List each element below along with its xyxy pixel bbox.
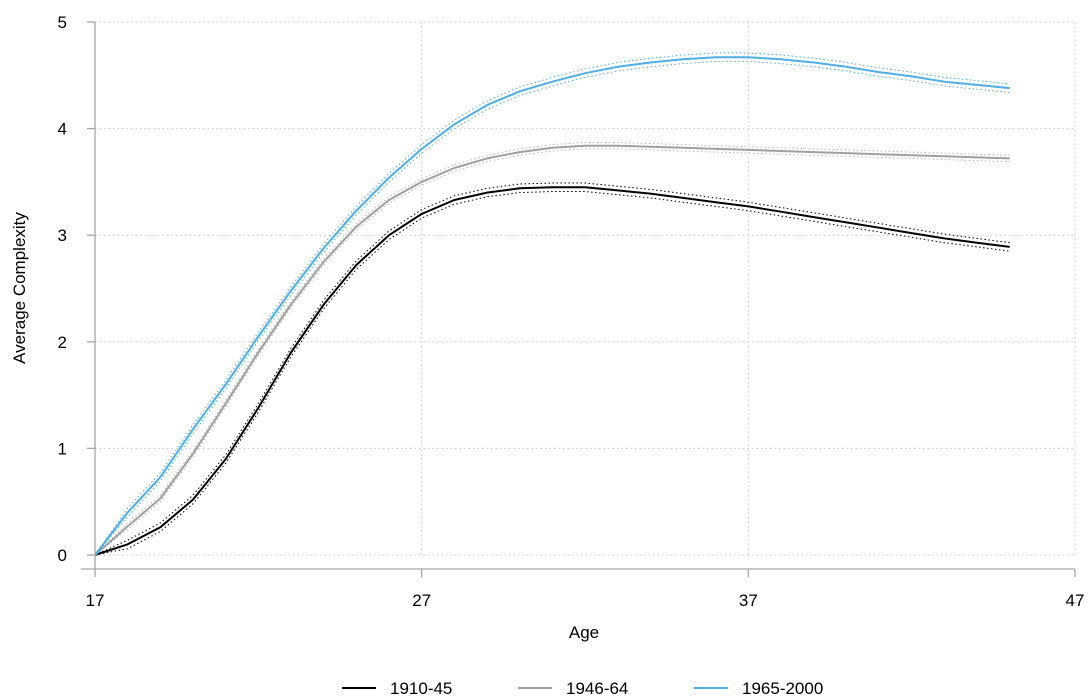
- y-tick-label: 2: [58, 333, 67, 352]
- ci-upper-1965-2000: [94, 52, 1010, 556]
- ci-upper-1946-64: [94, 142, 1010, 556]
- x-tick-label: 47: [1066, 591, 1085, 610]
- series-lines: [94, 56, 1010, 556]
- legend-label-1946-64: 1946-64: [566, 679, 628, 698]
- x-tick-label: 17: [86, 591, 105, 610]
- series-line-1910-45: [94, 186, 1010, 556]
- axes: [81, 21, 1076, 577]
- y-tick-label: 0: [58, 546, 67, 565]
- y-tick-label: 5: [58, 13, 67, 32]
- series-line-1946-64: [94, 144, 1010, 556]
- x-tick-label: 37: [739, 591, 758, 610]
- ci-upper-1910-45: [94, 182, 1010, 556]
- y-axis-title: Average Complexity: [10, 212, 29, 364]
- ci-lower-1910-45: [94, 191, 1010, 556]
- y-tick-label: 1: [58, 439, 67, 458]
- y-tick-label: 3: [58, 226, 67, 245]
- x-tick-label: 27: [412, 591, 431, 610]
- y-tick-label: 4: [58, 120, 67, 139]
- grid: [94, 21, 1076, 556]
- series-line-1965-2000: [94, 56, 1010, 556]
- legend: 1910-45 1946-64 1965-2000: [342, 679, 823, 698]
- legend-label-1965-2000: 1965-2000: [742, 679, 823, 698]
- ci-lower-1946-64: [94, 148, 1010, 556]
- confidence-bands: [94, 52, 1010, 556]
- tick-labels: 0 1 2 3 4 5 17 27 37 47: [58, 13, 1085, 610]
- legend-label-1910-45: 1910-45: [390, 679, 452, 698]
- ci-lower-1965-2000: [94, 60, 1010, 556]
- x-axis-title: Age: [569, 623, 599, 642]
